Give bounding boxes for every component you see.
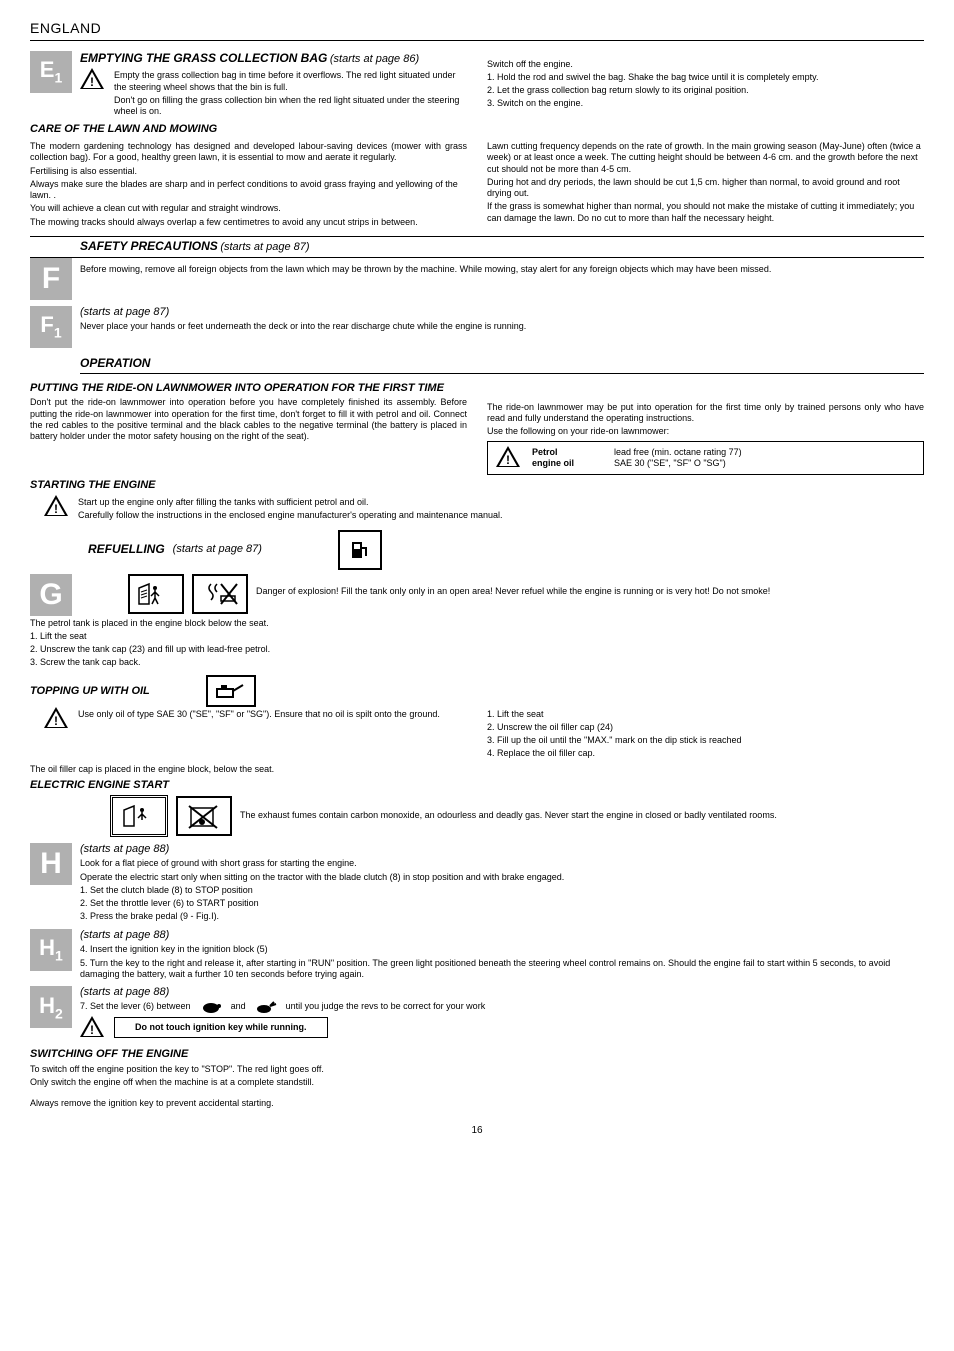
emptying-text-2: Don't go on filling the grass collection… [114,95,467,118]
h2-p1a: 7. Set the lever (6) between [80,1001,191,1012]
warning-icon: ! [496,446,522,470]
safety-bar: SAFETY PRECAUTIONS (starts at page 87) [30,236,924,258]
topping-r3: 3. Fill up the oil until the "MAX." mark… [487,735,924,746]
care-r1: Lawn cutting frequency depends on the ra… [487,141,924,175]
fuel-box: ! Petrol engine oil lead free (min. octa… [487,441,924,475]
rabbit-icon [254,1000,278,1014]
manual-icon [128,574,184,614]
care-r3: If the grass is somewhat higher than nor… [487,201,924,224]
safety-ref: (starts at page 87) [220,241,309,253]
care-l1: The modern gardening technology has desi… [30,141,467,164]
care-l2: Fertilising is also essential. [30,166,467,177]
starting-p1: Start up the engine only after filling t… [78,497,502,508]
h2-p1b: and [231,1001,246,1012]
h1-p1: 4. Insert the ignition key in the igniti… [80,944,924,955]
putting-r2: Use the following on your ride-on lawnmo… [487,426,924,437]
switchoff-title: SWITCHING OFF THE ENGINE [30,1048,924,1062]
h-p1: Look for a flat piece of ground with sho… [80,858,924,869]
letter-box-e1: E1 [30,51,72,93]
letter-box-f: F [30,258,72,300]
refuel-ref: (starts at page 87) [173,543,262,557]
emptying-right-2: 1. Hold the rod and swivel the bag. Shak… [487,72,924,83]
switchoff-p3: Always remove the ignition key to preven… [30,1098,924,1109]
h-p4: 2. Set the throttle lever (6) to START p… [80,898,924,909]
putting-r1: The ride-on lawnmower may be put into op… [487,402,924,425]
letter-box-h2: H2 [30,986,72,1028]
emptying-right-3: 2. Let the grass collection bag return s… [487,85,924,96]
topping-r4: 4. Replace the oil filler cap. [487,748,924,759]
letter-box-h: H [30,843,72,885]
refuel-p4: 3. Screw the tank cap back. [30,657,924,668]
oil-can-icon [206,675,256,707]
starting-title: STARTING THE ENGINE [30,479,924,493]
fuel-petrol-label: Petrol [532,447,574,458]
operation-title: OPERATION [80,356,150,370]
electric-title: ELECTRIC ENGINE START [30,779,924,793]
safety-title: SAFETY PRECAUTIONS [80,239,218,253]
manual-icon [110,795,168,837]
warning-icon: ! [80,1016,106,1040]
turtle-icon [199,1000,223,1014]
h2-ref: (starts at page 88) [80,986,924,1000]
putting-title: PUTTING THE RIDE-ON LAWNMOWER INTO OPERA… [30,382,467,396]
switchoff-p1: To switch off the engine position the ke… [30,1064,924,1075]
letter-box-g: G [30,574,72,616]
refuel-danger: Danger of explosion! Fill the tank only … [256,576,924,597]
no-indoor-icon [176,796,232,836]
header-rule [30,40,924,41]
warning-icon: ! [80,68,106,92]
h1-p2: 5. Turn the key to the right and release… [80,958,924,981]
care-title: CARE OF THE LAWN AND MOWING [30,123,924,137]
fuel-pump-icon [338,530,382,570]
warning-icon: ! [44,707,70,731]
care-l5: The mowing tracks should always overlap … [30,217,467,228]
letter-box-f1: F1 [30,306,72,348]
topping-r1: 1. Lift the seat [487,709,924,720]
putting-l1: Don't put the ride-on lawnmower into ope… [30,397,467,442]
fuel-oil-label: engine oil [532,458,574,469]
topping-below: The oil filler cap is placed in the engi… [30,764,924,775]
refuel-p2: 1. Lift the seat [30,631,924,642]
letter-box-h1: H1 [30,929,72,971]
ignition-warning-box: Do not touch ignition key while running. [114,1017,328,1038]
page-number: 16 [30,1125,924,1138]
care-section: The modern gardening technology has desi… [30,139,924,230]
header-region: ENGLAND [30,20,924,38]
switchoff-p2: Only switch the engine off when the mach… [30,1077,924,1088]
warning-icon: ! [44,495,70,519]
refuel-p1: The petrol tank is placed in the engine … [30,618,924,629]
topping-r2: 2. Unscrew the oil filler cap (24) [487,722,924,733]
topping-title: TOPPING UP WITH OIL [30,685,150,699]
putting-section: PUTTING THE RIDE-ON LAWNMOWER INTO OPERA… [30,378,924,476]
fuel-oil-val: SAE 30 ("SE", "SF" O "SG") [614,458,742,469]
starting-p2: Carefully follow the instructions in the… [78,510,502,521]
h-p5: 3. Press the brake pedal (9 - Fig.I). [80,911,924,922]
h2-p1c: until you judge the revs to be correct f… [286,1001,486,1012]
emptying-title: EMPTYING THE GRASS COLLECTION BAG [80,51,327,65]
f1-text: Never place your hands or feet underneat… [80,321,924,332]
care-l3: Always make sure the blades are sharp an… [30,179,467,202]
emptying-text-1: Empty the grass collection bag in time b… [114,70,467,93]
h-ref: (starts at page 88) [80,843,924,857]
no-smoke-icon [192,574,248,614]
h-p2: Operate the electric start only when sit… [80,872,924,883]
f1-ref: (starts at page 87) [80,306,924,320]
h-p3: 1. Set the clutch blade (8) to STOP posi… [80,885,924,896]
topping-left: Use only oil of type SAE 30 ("SE", "SF" … [78,709,440,720]
electric-exhaust: The exhaust fumes contain carbon monoxid… [240,810,924,821]
emptying-right-1: Switch off the engine. [487,59,924,70]
safety-f-text: Before mowing, remove all foreign object… [80,260,924,275]
emptying-section: E1 EMPTYING THE GRASS COLLECTION BAG (st… [30,51,924,120]
refuel-p3: 2. Unscrew the tank cap (23) and fill up… [30,644,924,655]
h1-ref: (starts at page 88) [80,929,924,943]
care-l4: You will achieve a clean cut with regula… [30,203,467,214]
refuel-title: REFUELLING [88,542,165,557]
care-r2: During hot and dry periods, the lawn sho… [487,177,924,200]
fuel-petrol-val: lead free (min. octane rating 77) [614,447,742,458]
emptying-ref: (starts at page 86) [330,53,419,65]
emptying-right-4: 3. Switch on the engine. [487,98,924,109]
